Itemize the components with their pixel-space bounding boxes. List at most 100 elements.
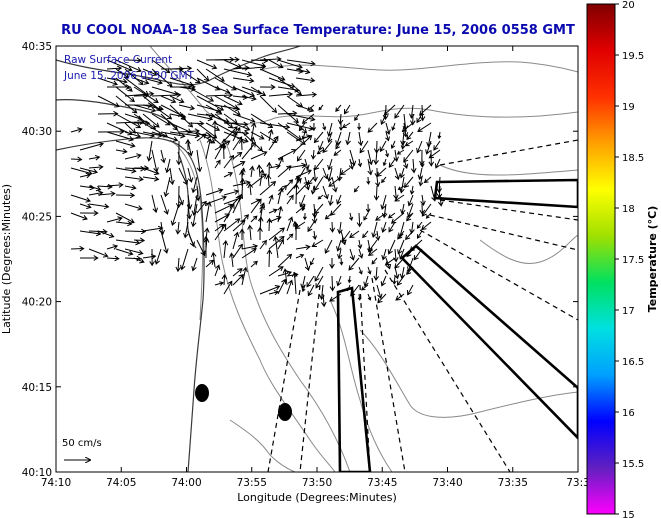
y-tick-label: 40:30 [22, 126, 52, 138]
colorbar-tick-label: 20 [622, 0, 635, 11]
current-vector [366, 176, 371, 185]
current-vector [410, 158, 417, 174]
current-vector [223, 172, 234, 178]
map-area: Raw Surface Current June 15, 2006 0530 G… [56, 46, 578, 472]
current-vector [433, 140, 441, 151]
current-vector [214, 86, 231, 94]
current-vector [106, 216, 123, 223]
current-vector [354, 113, 360, 122]
current-vector [328, 194, 334, 207]
wedge-east [433, 178, 578, 209]
current-vector [329, 275, 336, 292]
current-vector [382, 104, 389, 121]
current-vector [97, 190, 116, 197]
current-vector [273, 235, 279, 259]
x-tick-label: 73:55 [237, 477, 267, 489]
current-vector [313, 203, 324, 215]
current-vector [164, 158, 171, 174]
current-vector [397, 185, 405, 190]
current-vector [259, 181, 277, 196]
current-vector [397, 239, 405, 255]
new-jersey-coast [56, 137, 205, 472]
current-vector [409, 185, 415, 195]
current-vector [434, 158, 441, 169]
current-vector [375, 230, 381, 242]
current-vector [360, 284, 369, 291]
current-vector [250, 260, 258, 268]
current-vector [187, 120, 205, 127]
current-vector [373, 266, 380, 282]
current-vector [342, 122, 351, 129]
current-vector [295, 91, 318, 98]
current-vector [416, 230, 423, 239]
current-vector [214, 213, 231, 223]
current-vector [376, 167, 387, 177]
current-vector [214, 56, 240, 63]
current-vector [160, 95, 177, 104]
current-vector [348, 158, 355, 170]
current-vector [336, 275, 342, 287]
current-vector [160, 230, 169, 254]
current-vector [151, 149, 159, 173]
current-vector [106, 59, 133, 72]
current-vector [124, 176, 144, 182]
current-vector [365, 203, 371, 214]
current-vector [277, 156, 284, 169]
current-vector [358, 248, 364, 259]
current-vector [232, 77, 255, 84]
x-tick-label: 73:40 [432, 477, 462, 489]
current-vector [232, 180, 251, 187]
current-vector [330, 203, 342, 216]
current-vector [385, 122, 391, 135]
current-vector [149, 248, 155, 267]
current-vector [295, 134, 313, 151]
current-vector [239, 177, 246, 196]
current-vector [357, 293, 362, 301]
current-vector [115, 220, 133, 227]
current-vector [259, 84, 276, 90]
y-tick-label: 40:15 [22, 382, 52, 394]
current-vector [79, 141, 104, 151]
current-vector [329, 293, 342, 302]
current-vector [187, 113, 214, 122]
colorbar-tick-label: 17 [622, 306, 635, 317]
current-vector [419, 158, 425, 168]
current-vector [371, 257, 378, 265]
scale-label: 50 cm/s [62, 438, 102, 449]
current-vector [232, 268, 243, 277]
current-vector [347, 275, 352, 284]
current-vector [79, 255, 99, 261]
contour-line [229, 419, 296, 472]
current-vector [232, 219, 246, 232]
current-vector [353, 185, 360, 193]
current-vector [124, 248, 144, 256]
current-vector [88, 185, 102, 192]
coverage-ray [384, 269, 511, 472]
x-axis-ticks: 74:10 74:05 74:00 73:55 73:50 73:45 73:40 73:35… [41, 46, 590, 489]
current-vector [151, 68, 173, 87]
current-vector [322, 122, 327, 131]
coverage-ray [299, 284, 321, 472]
current-vector [403, 149, 414, 163]
current-vector [404, 140, 414, 147]
current-vector [259, 284, 281, 295]
current-vector [373, 185, 380, 201]
current-vector [397, 230, 405, 240]
current-vectors [70, 56, 444, 308]
current-vector [133, 77, 150, 85]
current-vector [349, 230, 360, 238]
current-vector [371, 221, 378, 239]
current-vector [329, 257, 335, 270]
current-vector [214, 264, 221, 277]
colorbar-tick-label: 17.5 [622, 255, 644, 266]
current-vector [175, 257, 182, 273]
station-marker [278, 403, 292, 421]
current-vector [304, 176, 311, 191]
current-vector [97, 77, 118, 86]
current-vector [398, 248, 405, 260]
current-vector [196, 59, 218, 70]
current-vector [232, 122, 251, 131]
current-vector [400, 131, 406, 146]
current-vector [97, 230, 115, 239]
current-vector [428, 149, 441, 159]
